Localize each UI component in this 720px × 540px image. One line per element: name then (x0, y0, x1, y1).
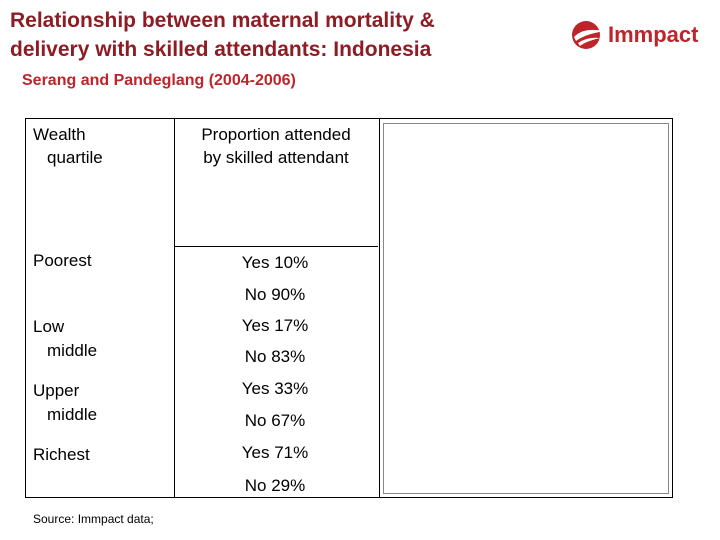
slide-title-line-2: delivery with skilled attendants: Indone… (10, 38, 432, 61)
quartile-label-low-middle: Low middle (33, 317, 98, 360)
yes-value-poorest: Yes 10% (241, 253, 309, 272)
no-value-richest: No 29% (244, 476, 306, 495)
proportion-column (174, 118, 380, 498)
source-note: Source: Immpact data; (33, 512, 154, 526)
immpact-logo-text: Immpact (608, 22, 699, 47)
no-value-low-middle: No 83% (244, 347, 306, 366)
slide-title-line-1: Relationship between maternal mortality … (10, 9, 435, 32)
immpact-logo-icon (572, 21, 604, 49)
header-wealth-quartile: Wealth quartile (33, 123, 163, 169)
quartile-label-richest: Richest (33, 445, 90, 464)
header-wealth-line-1: Wealth (33, 125, 86, 144)
wealth-quartile-column (25, 118, 175, 498)
yes-value-upper-middle: Yes 33% (241, 379, 309, 398)
slide-subtitle: Serang and Pandeglang (2004-2006) (22, 72, 296, 89)
chart-area (379, 118, 673, 498)
chart-area-inner (383, 123, 669, 494)
no-value-poorest: No 90% (244, 285, 306, 304)
quartile-label-upper-middle: Upper middle (33, 381, 98, 424)
header-divider (174, 246, 378, 247)
no-value-upper-middle: No 67% (244, 411, 306, 430)
yes-value-richest: Yes 71% (241, 443, 309, 462)
slide-title: Relationship between maternal mortality … (10, 6, 530, 64)
immpact-logo: Immpact (570, 18, 698, 52)
header-prop-line-2: by skilled attendant (203, 148, 349, 167)
yes-value-low-middle: Yes 17% (241, 316, 309, 335)
quartile-label-poorest: Poorest (33, 251, 92, 270)
header-wealth-line-2: quartile (47, 148, 103, 167)
header-prop-line-1: Proportion attended (201, 125, 351, 144)
header-proportion-attended: Proportion attended by skilled attendant (174, 123, 378, 169)
